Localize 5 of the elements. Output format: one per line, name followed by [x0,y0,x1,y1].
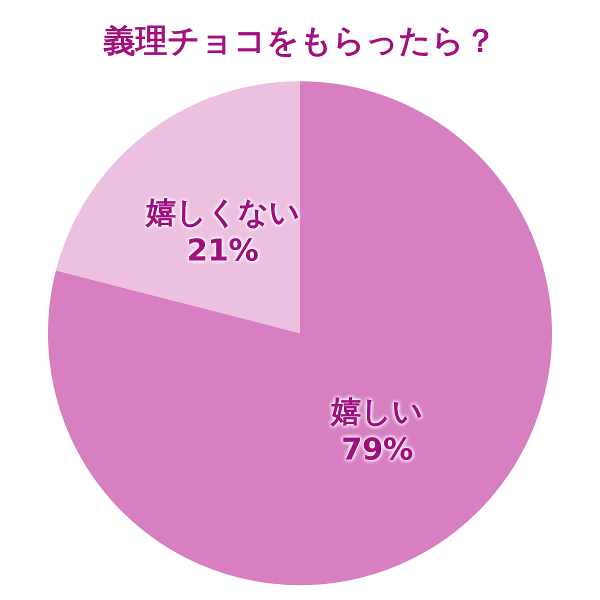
slice-label: 嬉しい [330,394,424,430]
data-label: 79% [341,432,414,468]
chart-title: 義理チョコをもらったら？ [102,22,496,60]
slice-label: 嬉しくない [144,195,300,230]
data-label: 21% [186,233,259,268]
